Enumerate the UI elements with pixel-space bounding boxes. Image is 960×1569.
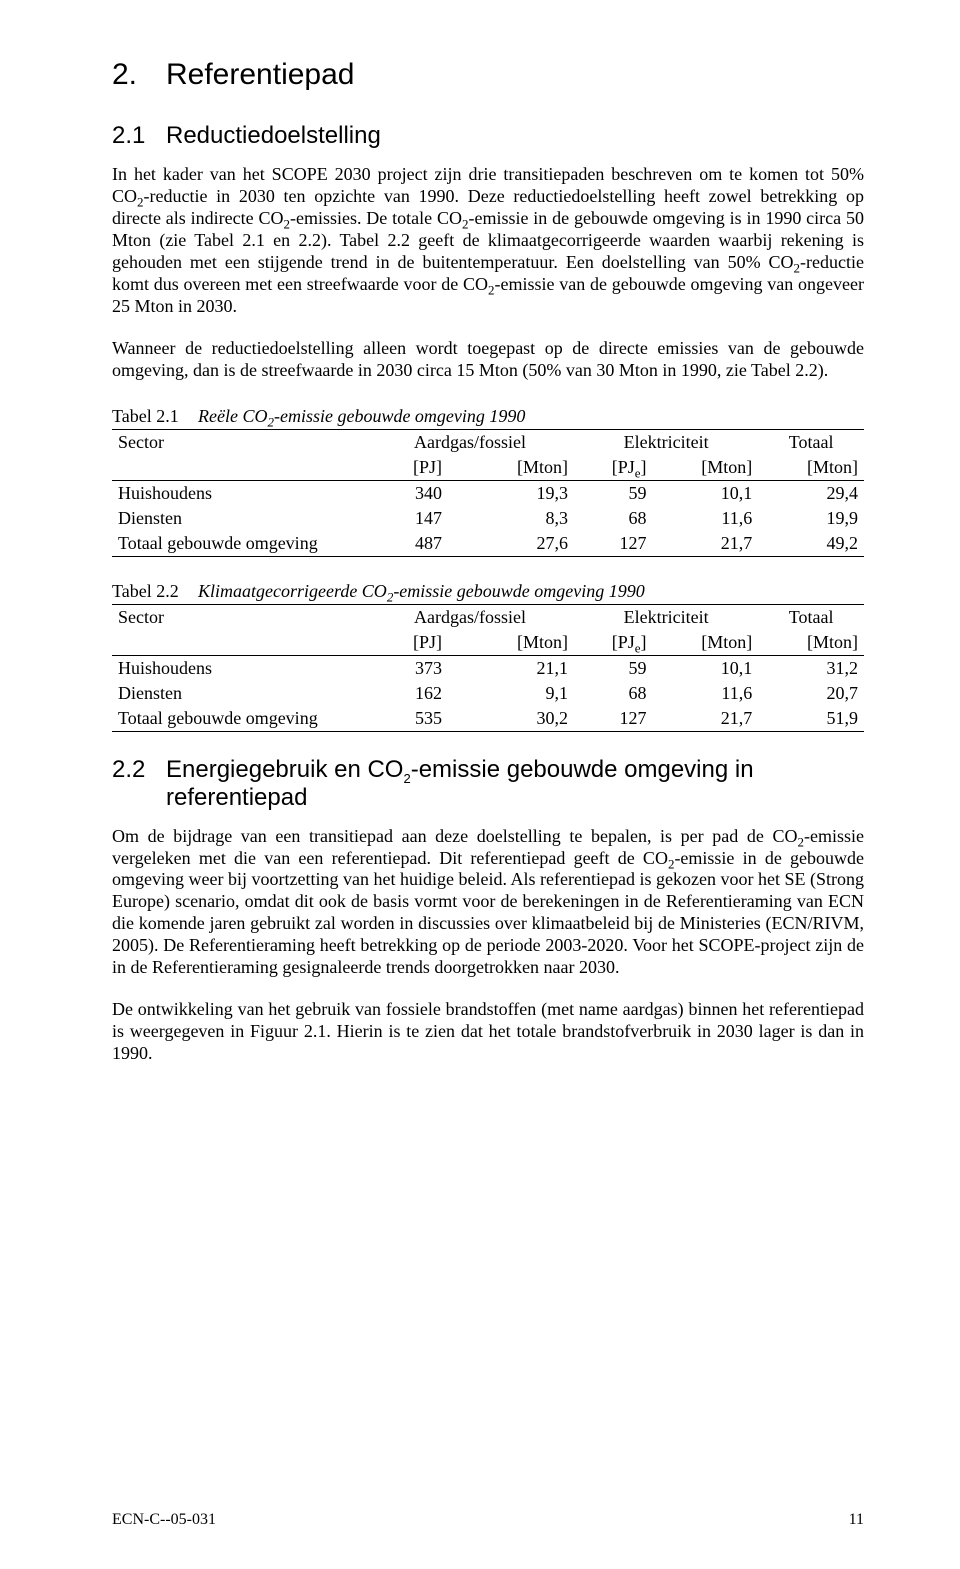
table-22-title: Klimaatgecorrigeerde CO2-emissie gebouwd… xyxy=(198,581,645,601)
footer-doc-id: ECN-C--05-031 xyxy=(112,1511,216,1529)
table-22: Sector Aardgas/fossiel Elektriciteit Tot… xyxy=(112,604,864,732)
table-header-elek: Elektriciteit xyxy=(574,429,758,455)
paragraph-1: In het kader van het SCOPE 2030 project … xyxy=(112,164,864,318)
chapter-title: Referentiepad xyxy=(166,58,354,91)
page-footer: ECN-C--05-031 11 xyxy=(112,1511,864,1529)
table-header-totaal: Totaal xyxy=(758,604,864,630)
section-21-number: 2.1 xyxy=(112,122,166,150)
table-header-aardgas: Aardgas/fossiel xyxy=(366,429,574,455)
table-row: Huishoudens 373 21,1 59 10,1 31,2 xyxy=(112,655,864,681)
chapter-heading: 2.Referentiepad xyxy=(112,58,864,92)
table-21-title: Reële CO2-emissie gebouwde omgeving 1990 xyxy=(198,406,525,426)
unit-pj: [PJ] xyxy=(366,630,448,656)
section-22-number: 2.2 xyxy=(112,756,166,784)
table-21-number: Tabel 2.1 xyxy=(112,406,198,427)
unit-mton: [Mton] xyxy=(448,455,574,481)
table-header-aardgas: Aardgas/fossiel xyxy=(366,604,574,630)
table-21: Sector Aardgas/fossiel Elektriciteit Tot… xyxy=(112,429,864,557)
unit-mton: [Mton] xyxy=(758,455,864,481)
table-header-sector: Sector xyxy=(112,429,366,455)
page: 2.Referentiepad 2.1Reductiedoelstelling … xyxy=(0,0,960,1569)
unit-mton: [Mton] xyxy=(758,630,864,656)
table-row: Totaal gebouwde omgeving 487 27,6 127 21… xyxy=(112,531,864,557)
unit-pje: [PJe] xyxy=(574,455,653,481)
section-21-heading: 2.1Reductiedoelstelling xyxy=(112,122,864,150)
table-row: Diensten 162 9,1 68 11,6 20,7 xyxy=(112,681,864,706)
paragraph-3: Om de bijdrage van een transitiepad aan … xyxy=(112,826,864,980)
table-row: Diensten 147 8,3 68 11,6 19,9 xyxy=(112,506,864,531)
table-22-caption: Tabel 2.2Klimaatgecorrigeerde CO2-emissi… xyxy=(112,581,864,602)
section-21-title: Reductiedoelstelling xyxy=(166,122,381,149)
table-21-caption: Tabel 2.1Reële CO2-emissie gebouwde omge… xyxy=(112,406,864,427)
footer-page-number: 11 xyxy=(849,1511,864,1529)
table-row: Totaal gebouwde omgeving 535 30,2 127 21… xyxy=(112,706,864,732)
paragraph-4: De ontwikkeling van het gebruik van foss… xyxy=(112,999,864,1065)
table-header-totaal: Totaal xyxy=(758,429,864,455)
table-header-elek: Elektriciteit xyxy=(574,604,758,630)
section-22-title: Energiegebruik en CO2-emissie gebouwde o… xyxy=(166,756,826,812)
table-22-number: Tabel 2.2 xyxy=(112,581,198,602)
unit-mton: [Mton] xyxy=(653,630,759,656)
unit-mton: [Mton] xyxy=(653,455,759,481)
table-row: [PJ] [Mton] [PJe] [Mton] [Mton] xyxy=(112,455,864,481)
unit-mton: [Mton] xyxy=(448,630,574,656)
table-row: [PJ] [Mton] [PJe] [Mton] [Mton] xyxy=(112,630,864,656)
table-row: Sector Aardgas/fossiel Elektriciteit Tot… xyxy=(112,429,864,455)
chapter-number: 2. xyxy=(112,58,166,92)
unit-pje: [PJe] xyxy=(574,630,653,656)
table-row: Huishoudens 340 19,3 59 10,1 29,4 xyxy=(112,480,864,506)
table-header-sector: Sector xyxy=(112,604,366,630)
unit-pj: [PJ] xyxy=(366,455,448,481)
table-row: Sector Aardgas/fossiel Elektriciteit Tot… xyxy=(112,604,864,630)
section-22-heading: 2.2Energiegebruik en CO2-emissie gebouwd… xyxy=(112,756,864,812)
paragraph-2: Wanneer de reductiedoelstelling alleen w… xyxy=(112,338,864,382)
